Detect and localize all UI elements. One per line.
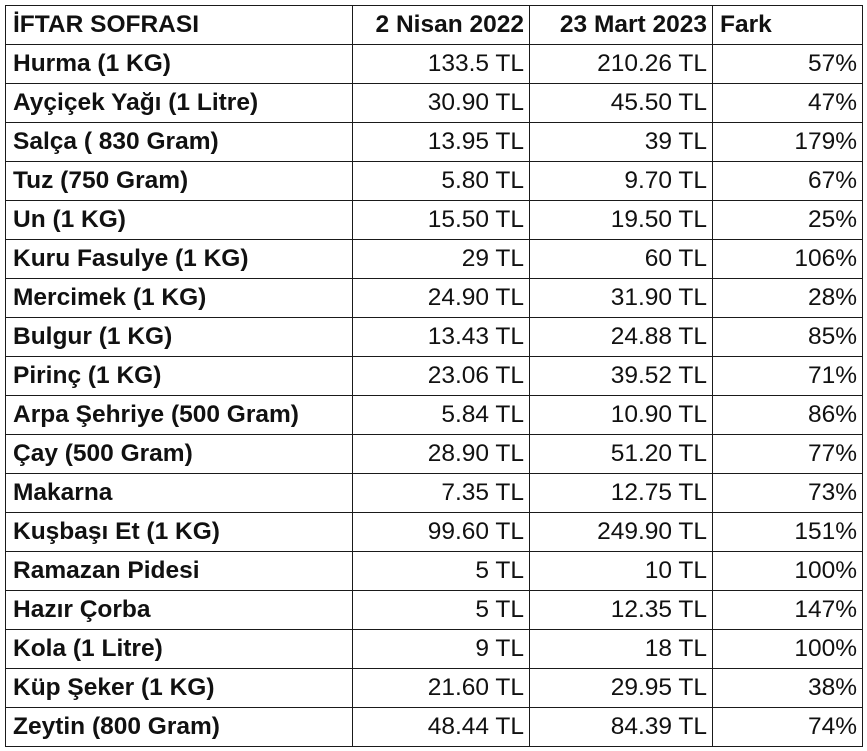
- item-cell[interactable]: Ramazan Pidesi: [5, 551, 353, 591]
- diff-cell[interactable]: 77%: [712, 434, 863, 474]
- item-cell[interactable]: Kola (1 Litre): [5, 629, 353, 669]
- price-2022-cell[interactable]: 24.90 TL: [352, 278, 530, 318]
- item-cell[interactable]: Hazır Çorba: [5, 590, 353, 630]
- item-cell[interactable]: Salça ( 830 Gram): [5, 122, 353, 162]
- table-row: Un (1 KG) 15.50 TL 19.50 TL 25%: [5, 200, 863, 240]
- price-2022-cell[interactable]: 21.60 TL: [352, 668, 530, 708]
- diff-cell[interactable]: 179%: [712, 122, 863, 162]
- price-2023-cell[interactable]: 249.90 TL: [529, 512, 713, 552]
- diff-cell[interactable]: 67%: [712, 161, 863, 201]
- item-cell[interactable]: Arpa Şehriye (500 Gram): [5, 395, 353, 435]
- diff-cell[interactable]: 57%: [712, 44, 863, 84]
- diff-cell[interactable]: 147%: [712, 590, 863, 630]
- table-header-row: İFTAR SOFRASI 2 Nisan 2022 23 Mart 2023 …: [5, 5, 863, 45]
- table-row: Hazır Çorba 5 TL 12.35 TL 147%: [5, 590, 863, 630]
- price-2023-cell[interactable]: 39.52 TL: [529, 356, 713, 396]
- header-date-2023[interactable]: 23 Mart 2023: [529, 5, 713, 45]
- price-2022-cell[interactable]: 29 TL: [352, 239, 530, 279]
- price-2022-cell[interactable]: 28.90 TL: [352, 434, 530, 474]
- table-row: Ayçiçek Yağı (1 Litre) 30.90 TL 45.50 TL 47…: [5, 83, 863, 123]
- price-2023-cell[interactable]: 45.50 TL: [529, 83, 713, 123]
- price-2023-cell[interactable]: 84.39 TL: [529, 707, 713, 747]
- table-row: Ramazan Pidesi 5 TL 10 TL 100%: [5, 551, 863, 591]
- item-cell[interactable]: Un (1 KG): [5, 200, 353, 240]
- diff-cell[interactable]: 85%: [712, 317, 863, 357]
- price-2023-cell[interactable]: 19.50 TL: [529, 200, 713, 240]
- price-2022-cell[interactable]: 99.60 TL: [352, 512, 530, 552]
- price-2023-cell[interactable]: 9.70 TL: [529, 161, 713, 201]
- item-cell[interactable]: Makarna: [5, 473, 353, 513]
- price-2023-cell[interactable]: 210.26 TL: [529, 44, 713, 84]
- table-row: Salça ( 830 Gram) 13.95 TL 39 TL 179%: [5, 122, 863, 162]
- price-2023-cell[interactable]: 39 TL: [529, 122, 713, 162]
- diff-cell[interactable]: 28%: [712, 278, 863, 318]
- table-row: Hurma (1 KG) 133.5 TL 210.26 TL 57%: [5, 44, 863, 84]
- diff-cell[interactable]: 86%: [712, 395, 863, 435]
- price-2022-cell[interactable]: 7.35 TL: [352, 473, 530, 513]
- table-row: Arpa Şehriye (500 Gram) 5.84 TL 10.90 TL 86…: [5, 395, 863, 435]
- diff-cell[interactable]: 38%: [712, 668, 863, 708]
- table-row: Kuru Fasulye (1 KG) 29 TL 60 TL 106%: [5, 239, 863, 279]
- price-2023-cell[interactable]: 12.35 TL: [529, 590, 713, 630]
- item-cell[interactable]: Tuz (750 Gram): [5, 161, 353, 201]
- diff-cell[interactable]: 71%: [712, 356, 863, 396]
- price-2022-cell[interactable]: 48.44 TL: [352, 707, 530, 747]
- price-2022-cell[interactable]: 30.90 TL: [352, 83, 530, 123]
- price-comparison-sheet: İFTAR SOFRASI 2 Nisan 2022 23 Mart 2023 …: [5, 5, 863, 747]
- item-cell[interactable]: Ayçiçek Yağı (1 Litre): [5, 83, 353, 123]
- price-2022-cell[interactable]: 5 TL: [352, 551, 530, 591]
- diff-cell[interactable]: 151%: [712, 512, 863, 552]
- diff-cell[interactable]: 100%: [712, 629, 863, 669]
- price-2023-cell[interactable]: 24.88 TL: [529, 317, 713, 357]
- price-2023-cell[interactable]: 60 TL: [529, 239, 713, 279]
- header-date-2022[interactable]: 2 Nisan 2022: [352, 5, 530, 45]
- item-cell[interactable]: Çay (500 Gram): [5, 434, 353, 474]
- diff-cell[interactable]: 47%: [712, 83, 863, 123]
- item-cell[interactable]: Mercimek (1 KG): [5, 278, 353, 318]
- diff-cell[interactable]: 25%: [712, 200, 863, 240]
- table-row: Küp Şeker (1 KG) 21.60 TL 29.95 TL 38%: [5, 668, 863, 708]
- price-2022-cell[interactable]: 5.84 TL: [352, 395, 530, 435]
- price-2022-cell[interactable]: 13.95 TL: [352, 122, 530, 162]
- table-row: Tuz (750 Gram) 5.80 TL 9.70 TL 67%: [5, 161, 863, 201]
- table-row: Kuşbaşı Et (1 KG) 99.60 TL 249.90 TL 151%: [5, 512, 863, 552]
- table-row: Pirinç (1 KG) 23.06 TL 39.52 TL 71%: [5, 356, 863, 396]
- price-2023-cell[interactable]: 29.95 TL: [529, 668, 713, 708]
- price-2023-cell[interactable]: 12.75 TL: [529, 473, 713, 513]
- price-2023-cell[interactable]: 31.90 TL: [529, 278, 713, 318]
- price-2022-cell[interactable]: 5 TL: [352, 590, 530, 630]
- price-2022-cell[interactable]: 5.80 TL: [352, 161, 530, 201]
- table-row: Mercimek (1 KG) 24.90 TL 31.90 TL 28%: [5, 278, 863, 318]
- header-diff[interactable]: Fark: [712, 5, 863, 45]
- price-table: İFTAR SOFRASI 2 Nisan 2022 23 Mart 2023 …: [5, 5, 863, 747]
- price-2023-cell[interactable]: 18 TL: [529, 629, 713, 669]
- table-row: Kola (1 Litre) 9 TL 18 TL 100%: [5, 629, 863, 669]
- item-cell[interactable]: Hurma (1 KG): [5, 44, 353, 84]
- price-2022-cell[interactable]: 13.43 TL: [352, 317, 530, 357]
- price-2022-cell[interactable]: 23.06 TL: [352, 356, 530, 396]
- table-row: Çay (500 Gram) 28.90 TL 51.20 TL 77%: [5, 434, 863, 474]
- diff-cell[interactable]: 74%: [712, 707, 863, 747]
- table-row: Bulgur (1 KG) 13.43 TL 24.88 TL 85%: [5, 317, 863, 357]
- diff-cell[interactable]: 106%: [712, 239, 863, 279]
- item-cell[interactable]: Kuşbaşı Et (1 KG): [5, 512, 353, 552]
- item-cell[interactable]: Bulgur (1 KG): [5, 317, 353, 357]
- price-2023-cell[interactable]: 10 TL: [529, 551, 713, 591]
- table-row: Zeytin (800 Gram) 48.44 TL 84.39 TL 74%: [5, 707, 863, 747]
- item-cell[interactable]: Zeytin (800 Gram): [5, 707, 353, 747]
- price-2022-cell[interactable]: 133.5 TL: [352, 44, 530, 84]
- price-2022-cell[interactable]: 15.50 TL: [352, 200, 530, 240]
- table-row: Makarna 7.35 TL 12.75 TL 73%: [5, 473, 863, 513]
- item-cell[interactable]: Küp Şeker (1 KG): [5, 668, 353, 708]
- price-2023-cell[interactable]: 51.20 TL: [529, 434, 713, 474]
- header-item[interactable]: İFTAR SOFRASI: [5, 5, 353, 45]
- price-2023-cell[interactable]: 10.90 TL: [529, 395, 713, 435]
- diff-cell[interactable]: 100%: [712, 551, 863, 591]
- item-cell[interactable]: Pirinç (1 KG): [5, 356, 353, 396]
- price-2022-cell[interactable]: 9 TL: [352, 629, 530, 669]
- item-cell[interactable]: Kuru Fasulye (1 KG): [5, 239, 353, 279]
- diff-cell[interactable]: 73%: [712, 473, 863, 513]
